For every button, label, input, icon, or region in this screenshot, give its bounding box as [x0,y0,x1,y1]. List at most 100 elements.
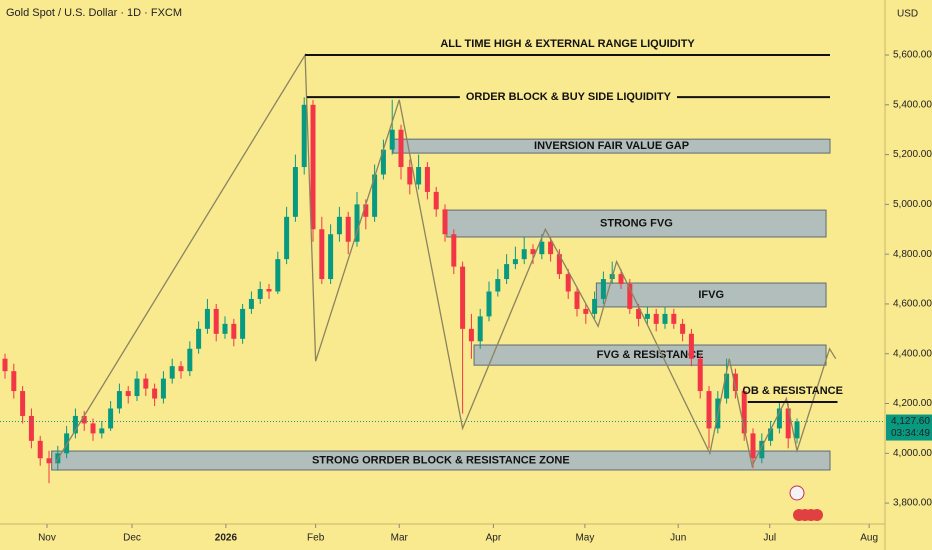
candle-body [354,204,360,242]
candle-body [301,104,307,168]
y-tick-label: 5,200.00 [893,149,932,160]
candle-body [574,291,580,309]
candle-body [152,388,158,399]
y-tick-label: 5,000.00 [893,199,932,210]
currency-label: USD [897,9,918,20]
candle-body [99,428,105,434]
candle-body [328,234,334,280]
candle-body [768,428,774,441]
candle-body [627,284,633,309]
candle-body [741,391,747,434]
candle-body [776,408,782,429]
x-tick-label: Jun [670,533,686,544]
zone-label: FVG & RESISTANCE [597,349,704,361]
candle-body [583,308,589,314]
zone [595,282,827,308]
x-tick-label: Mar [391,533,409,544]
candle-body [680,323,686,334]
zone-label: IFVG [698,289,724,301]
y-tick-label: 4,600.00 [893,299,932,310]
x-tick-label: Apr [486,533,502,544]
candle-body [134,378,140,397]
zone-label: INVERSION FAIR VALUE GAP [534,140,689,152]
candle-body [275,259,281,292]
zone-label: STRONG ORRDER BLOCK & RESISTANCE ZONE [312,454,570,466]
candle-body [11,371,17,392]
x-tick-label: Nov [38,533,56,544]
y-tick-label: 3,800.00 [893,498,932,509]
candle-body [592,298,598,314]
candle-body [319,229,325,280]
candle-body [653,313,659,324]
x-tick-label: Jul [763,533,776,544]
last-price-label: 4,127.60 [891,416,930,427]
candle-body [636,308,642,319]
candle-body [46,458,52,464]
chart-title: Gold Spot / U.S. Dollar · 1D · FXCM [6,7,182,19]
candle-body [539,241,545,255]
candle-body [460,266,466,329]
candle-body [213,308,219,334]
zigzag-line [54,52,837,468]
candle-body [644,313,650,319]
candle-body [468,328,474,342]
candle-body [662,313,668,324]
countdown-label: 03:34:49 [891,428,930,439]
candle-body [759,440,765,459]
candle-body [240,308,246,339]
candle-body [416,167,422,185]
candle-body [222,323,228,334]
news-icons [789,485,823,521]
candle-body [521,249,527,260]
x-tick-label: 2026 [215,533,238,544]
candle-body [143,378,149,389]
level-label: OB & RESISTANCE [742,385,843,397]
candle-body [433,191,439,210]
candle-body [398,129,404,168]
candle-body [116,391,122,409]
candle-body [504,264,510,280]
y-tick-label: 5,600.00 [893,50,932,61]
candle-body [565,274,571,292]
candle-body [407,167,413,185]
candle-body [72,415,78,434]
candle-body [389,129,395,150]
candle-body [750,433,756,459]
zone-label: STRONG FVG [600,217,673,229]
candle-body [477,316,483,342]
candle-body [28,415,34,441]
last-price-tag [886,414,932,441]
zone [473,344,827,366]
candle-body [90,423,96,434]
candle-body [380,149,386,175]
candle-body [512,259,518,265]
level-label-gap [459,91,678,104]
level-label: ORDER BLOCK & BUY SIDE LIQUIDITY [466,91,672,103]
candle-body [292,167,298,217]
candle-body [671,313,677,324]
candle-body [108,408,114,429]
level-label: ALL TIME HIGH & EXTERNAL RANGE LIQUIDITY [440,38,695,50]
y-tick-label: 5,400.00 [893,99,932,110]
candle-body [204,308,210,329]
candle-body [548,241,554,255]
x-tick-label: May [575,533,594,544]
candle-body [530,249,536,255]
candle-body [248,298,254,309]
candle-body [169,366,175,379]
candle-body [160,378,166,399]
x-tick-label: Dec [123,533,141,544]
candle-body [600,279,606,299]
candle-body [495,279,501,292]
candle-body [451,234,457,267]
candle-body [372,174,378,217]
candle-body [81,415,87,424]
candle-body [486,291,492,317]
candle-body [196,328,202,349]
candle-body [187,348,193,372]
candle-body [37,440,43,459]
candle-body [424,167,430,192]
candle-body [345,216,351,242]
zone [51,450,831,471]
candle-body [442,209,448,235]
